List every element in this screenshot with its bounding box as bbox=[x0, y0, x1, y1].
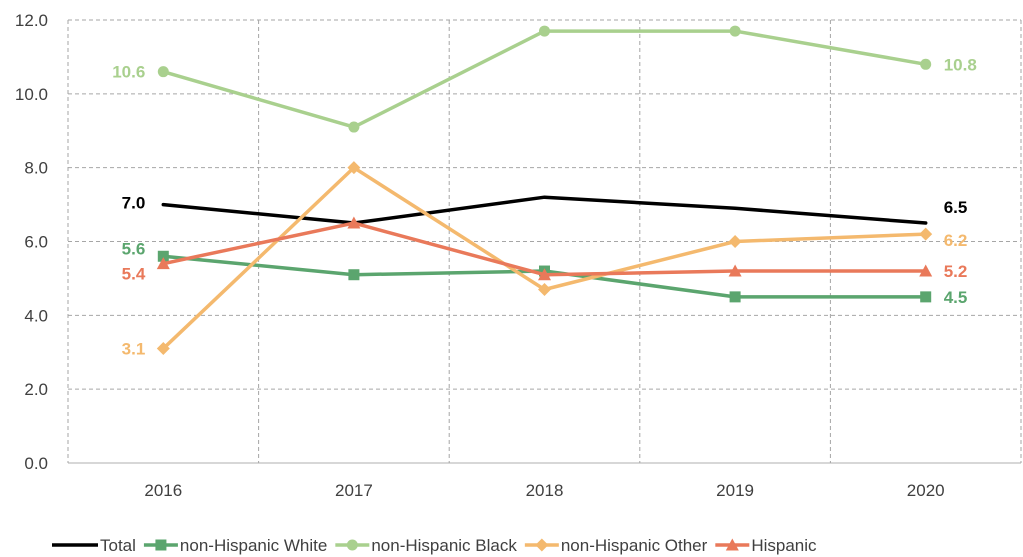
series-line-total bbox=[161, 195, 928, 225]
legend-item-non-hispanic-white: non-Hispanic White bbox=[143, 536, 327, 555]
series-non-hispanic-other bbox=[156, 161, 933, 356]
legend-label: Hispanic bbox=[751, 536, 817, 555]
marker-circle bbox=[348, 121, 360, 133]
series-hispanic bbox=[156, 216, 933, 281]
marker-triangle bbox=[725, 538, 739, 551]
data-label: 5.2 bbox=[944, 262, 968, 281]
marker-triangle bbox=[156, 257, 170, 270]
data-label: 10.8 bbox=[944, 55, 977, 74]
legend-item-total: Total bbox=[52, 536, 136, 555]
data-label: 5.6 bbox=[122, 239, 146, 258]
y-tick-label: 8.0 bbox=[24, 159, 48, 178]
marker-diamond bbox=[728, 235, 742, 248]
x-tick-label: 2019 bbox=[716, 481, 754, 500]
legend-item-hispanic: Hispanic bbox=[715, 536, 817, 555]
marker-circle bbox=[920, 58, 932, 70]
y-tick-label: 12.0 bbox=[15, 11, 48, 30]
legend-label: non-Hispanic Black bbox=[371, 536, 517, 555]
marker-triangle bbox=[728, 264, 742, 277]
data-label: 10.6 bbox=[112, 63, 145, 82]
y-tick-label: 6.0 bbox=[24, 233, 48, 252]
x-tick-label: 2017 bbox=[335, 481, 373, 500]
x-tick-label: 2016 bbox=[144, 481, 182, 500]
x-tick-label: 2020 bbox=[907, 481, 945, 500]
data-label: 5.4 bbox=[122, 265, 146, 284]
data-labels: 7.0 6.5 5.6 4.5 10.6 10.8 3.1 6.2 5.4 5.2 bbox=[112, 55, 977, 358]
y-tick-label: 10.0 bbox=[15, 85, 48, 104]
legend-label: non-Hispanic White bbox=[180, 536, 327, 555]
y-axis-ticks: 0.0 2.0 4.0 6.0 8.0 10.0 12.0 bbox=[15, 11, 48, 473]
series-non-hispanic-black bbox=[157, 25, 932, 133]
x-axis-ticks: 2016 2017 2018 2019 2020 bbox=[144, 481, 944, 500]
marker-square bbox=[920, 291, 932, 303]
marker-square bbox=[157, 250, 169, 262]
marker-triangle bbox=[347, 216, 361, 229]
legend-item-non-hispanic-other: non-Hispanic Other bbox=[524, 536, 708, 555]
series-group bbox=[156, 25, 933, 356]
marker-diamond bbox=[347, 161, 361, 175]
marker-square bbox=[348, 269, 360, 281]
marker-triangle bbox=[919, 264, 933, 277]
marker-triangle bbox=[538, 268, 551, 281]
marker-circle bbox=[729, 25, 741, 37]
legend-label: Total bbox=[100, 536, 136, 555]
marker-circle bbox=[539, 25, 550, 37]
y-tick-label: 2.0 bbox=[24, 380, 48, 399]
marker-diamond bbox=[535, 538, 549, 552]
legend-item-non-hispanic-black: non-Hispanic Black bbox=[335, 536, 517, 555]
marker-circle bbox=[346, 539, 358, 551]
series-line-non-hispanic-other bbox=[161, 165, 928, 351]
marker-circle bbox=[157, 66, 169, 78]
data-label: 3.1 bbox=[122, 340, 146, 359]
data-label: 6.5 bbox=[944, 198, 968, 217]
marker-diamond bbox=[156, 342, 170, 356]
legend: Total non-Hispanic White non-Hispanic Blac… bbox=[52, 536, 817, 555]
x-tick-label: 2018 bbox=[526, 481, 564, 500]
data-label: 6.2 bbox=[944, 231, 968, 250]
series-total bbox=[161, 195, 928, 225]
marker-diamond bbox=[538, 282, 551, 296]
marker-diamond bbox=[919, 227, 933, 241]
y-tick-label: 4.0 bbox=[24, 306, 48, 325]
marker-square bbox=[155, 539, 167, 551]
marker-square bbox=[729, 291, 741, 303]
data-label: 4.5 bbox=[944, 288, 968, 307]
y-tick-label: 0.0 bbox=[24, 454, 48, 473]
legend-label: non-Hispanic Other bbox=[561, 536, 708, 555]
grid bbox=[67, 19, 1022, 464]
data-label: 7.0 bbox=[122, 194, 146, 213]
series-line-non-hispanic-black bbox=[161, 29, 928, 129]
